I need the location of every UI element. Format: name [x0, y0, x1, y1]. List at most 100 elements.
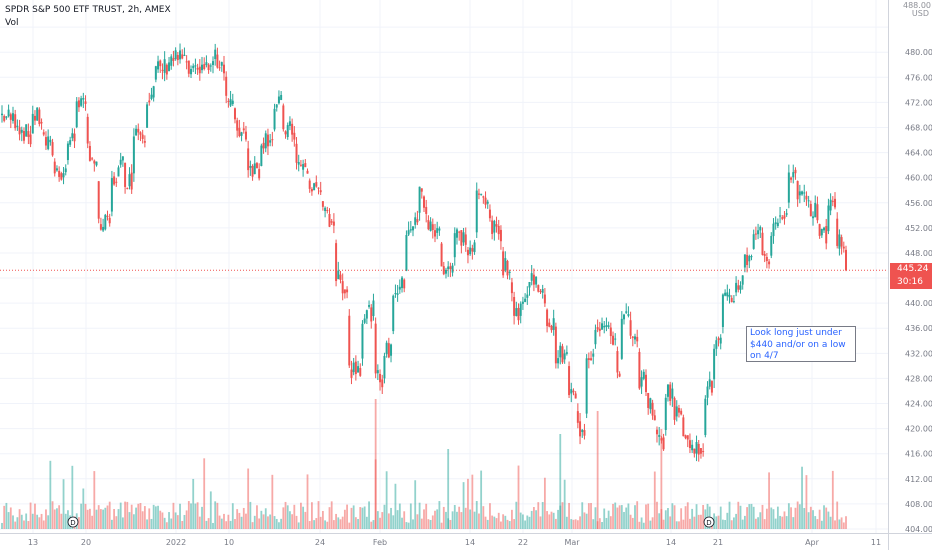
dividend-marker-label: D — [70, 519, 75, 527]
volume-bar — [209, 491, 212, 529]
down-candle — [18, 119, 21, 141]
volume-bar — [763, 519, 766, 529]
volume-bar — [385, 471, 388, 529]
volume-bar — [359, 507, 362, 529]
up-candle — [706, 381, 709, 406]
down-candle — [420, 188, 423, 199]
down-candle — [258, 163, 261, 181]
volume-bar — [805, 475, 808, 529]
candle-body — [187, 60, 190, 74]
candle-body — [194, 65, 197, 67]
volume-bar — [51, 501, 54, 529]
candle-body — [205, 62, 208, 66]
candle-body — [614, 338, 617, 340]
up-candle — [429, 217, 432, 232]
candles — [1, 43, 847, 462]
down-candle — [29, 125, 32, 148]
up-candle — [823, 226, 826, 233]
down-candle — [572, 388, 575, 396]
candle-body — [618, 373, 621, 377]
volume-legend-label[interactable]: Vol — [5, 18, 19, 28]
text-annotation[interactable]: Look long just under $440 and/or on a lo… — [746, 326, 856, 362]
volume-bar — [78, 517, 80, 529]
volume-bar — [594, 507, 597, 529]
volume-bar — [820, 520, 823, 529]
down-candle — [227, 98, 230, 108]
volume-bar — [532, 507, 535, 529]
down-candle — [60, 171, 63, 181]
down-candle — [379, 369, 382, 391]
volume-bar — [814, 516, 817, 529]
candle-body — [774, 222, 777, 225]
up-candle — [524, 293, 527, 303]
volume-bar — [3, 505, 6, 529]
candle-body — [666, 384, 669, 397]
symbol-title[interactable]: SPDR S&P 500 ETF TRUST, 2h, AMEX — [5, 5, 171, 15]
volume-bar — [260, 510, 263, 529]
volume-bar — [58, 505, 61, 529]
up-candle — [190, 65, 193, 78]
volume-bar — [36, 514, 39, 529]
volume-bar — [816, 519, 819, 529]
down-candle — [319, 181, 322, 196]
time-tick-label: 11 — [871, 538, 881, 547]
down-candle — [165, 63, 168, 80]
up-candle — [179, 43, 182, 64]
volume-bar — [700, 514, 702, 529]
volume-bar — [291, 514, 294, 529]
candle-body — [768, 261, 771, 265]
up-candle — [273, 103, 276, 132]
candle-body — [741, 275, 744, 285]
volume-bar — [354, 517, 357, 529]
candle-body — [337, 270, 340, 280]
candle-body — [423, 196, 425, 208]
down-candle — [306, 168, 309, 174]
up-candle — [504, 251, 507, 273]
up-candle — [368, 300, 371, 309]
up-candle — [625, 303, 628, 315]
candle-body — [444, 269, 447, 274]
volume-bar — [154, 506, 157, 529]
down-candle — [805, 191, 808, 206]
volume-bar — [515, 501, 518, 529]
up-candle — [838, 229, 841, 256]
candle-body — [699, 448, 702, 454]
volume-bar — [456, 511, 458, 529]
candle-body — [407, 230, 410, 235]
down-candle — [669, 381, 672, 406]
up-candle — [390, 343, 393, 363]
candle-body — [801, 191, 804, 195]
price-tick-label: 424.00 — [905, 400, 932, 409]
candle-body — [739, 285, 742, 290]
volume-bar — [733, 517, 735, 529]
volume-bar — [324, 520, 326, 529]
candle-body — [174, 50, 177, 60]
candle-body — [776, 222, 779, 227]
candle-body — [770, 235, 773, 256]
time-tick-label: 14 — [465, 538, 475, 547]
candle-body — [368, 305, 371, 307]
up-candle — [493, 219, 496, 241]
volume-bar — [84, 503, 87, 529]
candle-body — [284, 131, 287, 135]
time-tick-label: 14 — [666, 538, 676, 547]
down-candle — [677, 404, 680, 418]
up-candle — [412, 225, 415, 237]
down-candle — [629, 311, 632, 339]
volume-bar — [403, 511, 406, 529]
up-candle — [260, 143, 263, 167]
down-candle — [38, 107, 41, 127]
up-candle — [695, 435, 698, 462]
candle-body — [218, 67, 221, 69]
volume-bar — [706, 503, 709, 529]
candle-body — [38, 109, 41, 125]
candle-body — [506, 261, 509, 276]
candle-body — [779, 215, 782, 217]
down-candle — [262, 137, 265, 154]
candle-body — [598, 328, 601, 331]
up-candle — [392, 294, 395, 335]
volume-bar — [174, 512, 177, 529]
candle-body — [484, 197, 487, 205]
down-candle — [187, 60, 190, 78]
up-candle — [453, 227, 456, 266]
